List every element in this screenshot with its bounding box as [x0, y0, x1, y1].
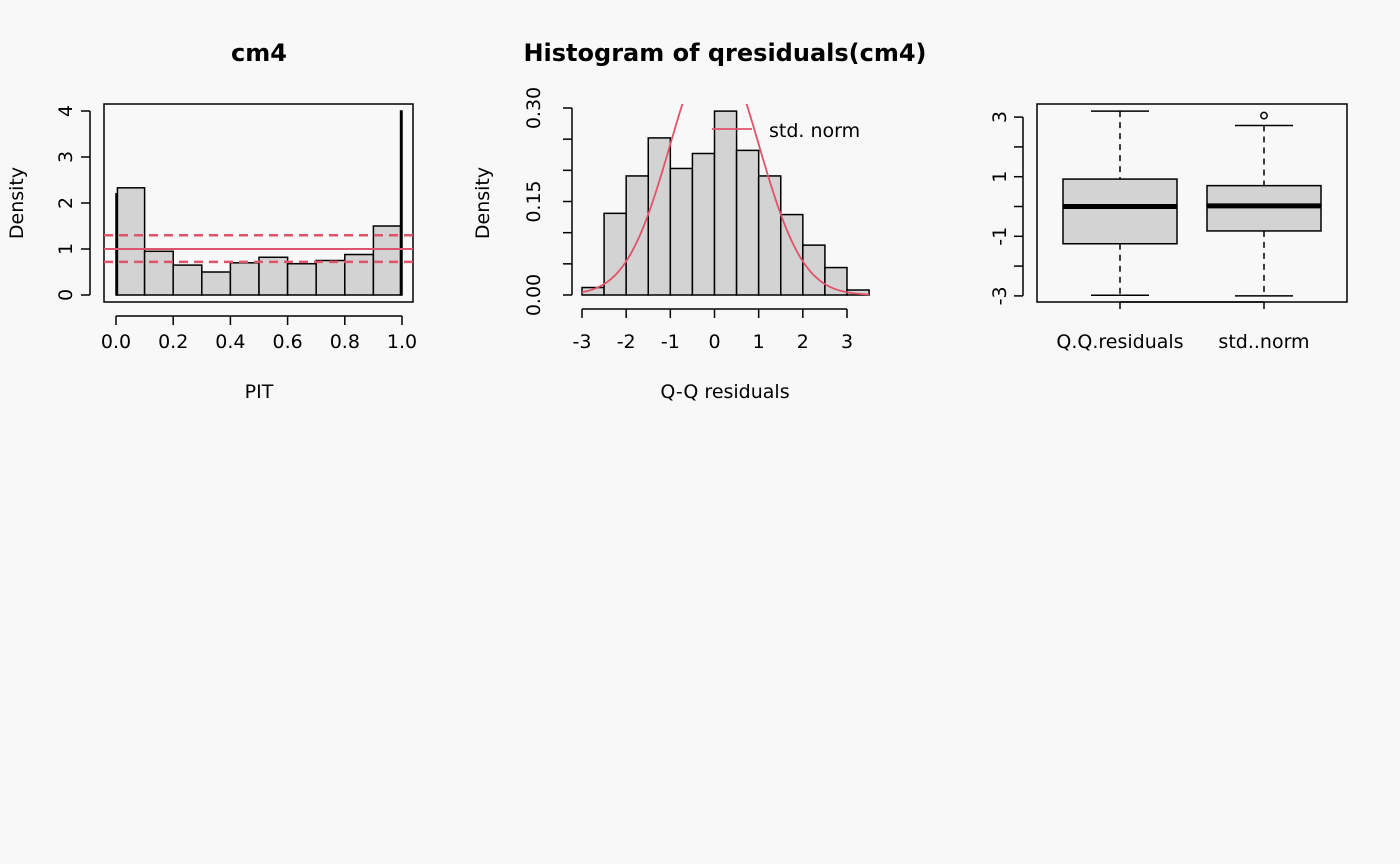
pit-bar: [116, 187, 146, 296]
qres-y-tick-label: 0.00: [523, 274, 545, 316]
pit-x-tick-label: 0.2: [158, 331, 188, 353]
box-y-tick-label: 3: [989, 111, 1011, 123]
qresidual-histogram-panel: Histogram of qresiduals(cm4) Q-Q residua…: [472, 39, 927, 403]
residual-boxplot-panel: Q.Q.residuals std..norm -3 -1 1 3: [989, 103, 1348, 353]
qres-bar: [691, 152, 716, 296]
pit-bar: [172, 264, 203, 296]
pit-bar: [229, 262, 260, 296]
pit-bar: [399, 110, 403, 296]
pit-title: cm4: [231, 39, 287, 67]
pit-bar: [344, 253, 375, 296]
qres-y-label: Density: [472, 167, 494, 239]
qres-bar: [669, 167, 694, 296]
qres-title: Histogram of qresiduals(cm4): [523, 39, 926, 67]
qres-bar: [647, 137, 672, 296]
pit-y-tick-label: 1: [55, 243, 77, 255]
box-y-tick-label: -3: [989, 286, 1011, 305]
legend-label: std. norm: [769, 120, 860, 142]
pit-bar: [372, 225, 402, 296]
qres-x-tick-label: 0: [708, 331, 720, 353]
pit-y-tick-label: 4: [55, 105, 77, 117]
pit-bar: [258, 256, 289, 296]
pit-x-tick-label: 1.0: [387, 331, 417, 353]
box-y-tick-label: 1: [989, 171, 1011, 183]
qres-x-tick-label: 1: [753, 331, 765, 353]
pit-bar: [201, 271, 232, 296]
qres-bar: [713, 110, 738, 296]
qres-y-tick-label: 0.30: [523, 87, 545, 129]
qres-bar: [824, 266, 848, 296]
qres-y-tick-label: 0.15: [523, 180, 545, 222]
pit-x-tick-label: 0.4: [215, 331, 245, 353]
qres-x-tick-label: 2: [797, 331, 809, 353]
pit-x-tick-label: 0.0: [101, 331, 131, 353]
qres-bar: [802, 244, 826, 296]
pit-x-label: PIT: [245, 381, 274, 403]
qres-x-label: Q-Q residuals: [660, 381, 789, 403]
qres-x-tick-label: -3: [573, 331, 592, 353]
pit-y-tick-label: 0: [55, 289, 77, 301]
box-y-tick-label: -1: [989, 227, 1011, 246]
pit-plot-frame: [103, 103, 414, 303]
qres-bar: [735, 149, 760, 296]
qres-x-tick-label: -1: [661, 331, 680, 353]
pit-y-tick-label: 3: [55, 151, 77, 163]
qres-x-tick-label: 3: [841, 331, 853, 353]
pit-y-label: Density: [6, 167, 28, 239]
qres-x-tick-label: -2: [617, 331, 636, 353]
qres-bar: [757, 175, 782, 296]
qres-bar: [625, 175, 650, 296]
pit-y-tick-label: 2: [55, 197, 77, 209]
pit-bar: [315, 259, 346, 296]
box-category-label: Q.Q.residuals: [1056, 331, 1183, 353]
pit-histogram-panel: cm4 PIT Density 0.0 0.2 0.4 0.6 0.8 1.0 0 1 2 3 4: [6, 39, 417, 403]
pit-bar: [286, 262, 317, 296]
pit-x-tick-label: 0.8: [330, 331, 360, 353]
outlier-point: [1260, 111, 1268, 120]
iqr-box: [1062, 178, 1178, 245]
std-norm-curve: [581, 104, 870, 296]
pit-x-tick-label: 0.6: [272, 331, 302, 353]
box-category-label: std..norm: [1218, 331, 1309, 353]
pit-bar: [143, 250, 174, 296]
